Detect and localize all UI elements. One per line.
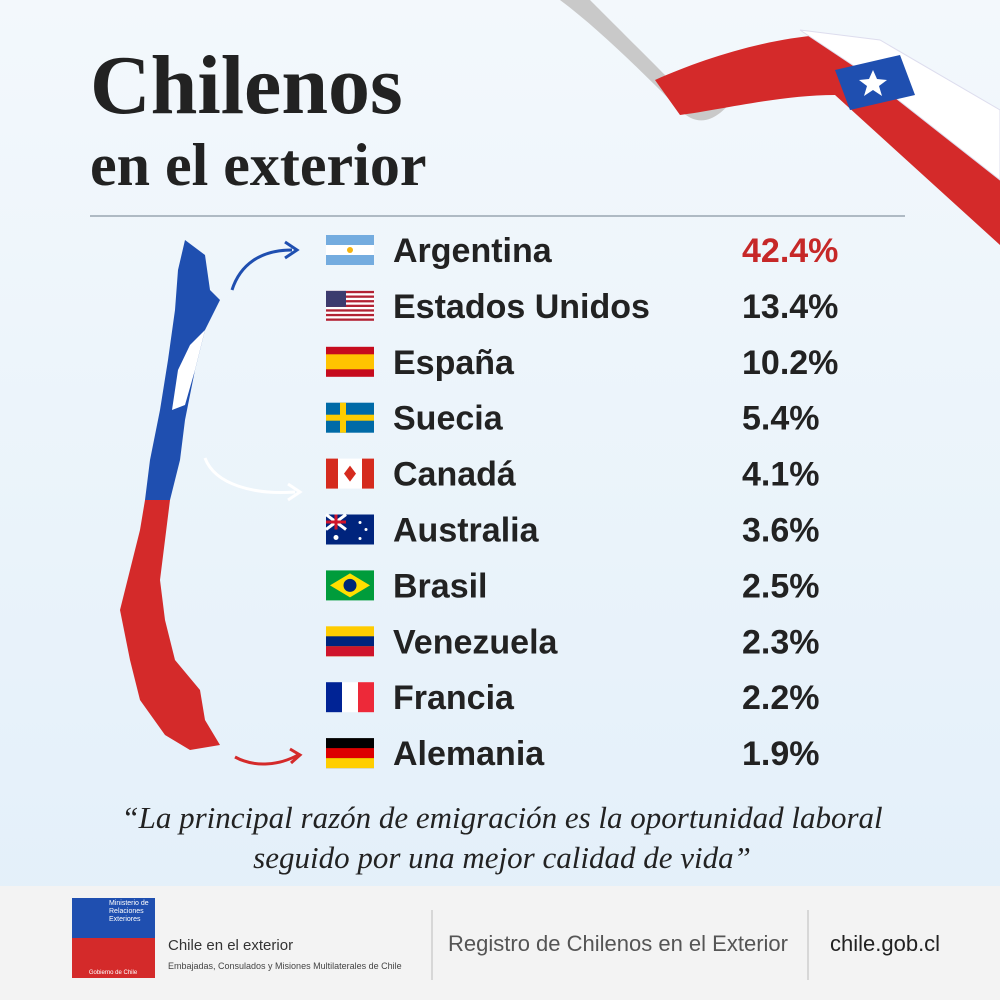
site: chile.gob.cl <box>830 931 940 956</box>
country-name: Alemania <box>393 735 545 773</box>
footer <box>0 886 1000 1000</box>
logo-text: Exteriores <box>109 916 141 923</box>
country-name: Francia <box>393 679 515 717</box>
percentage: 13.4% <box>742 288 838 326</box>
flag <box>326 738 374 769</box>
subtitle: en el exterior <box>90 132 426 198</box>
country-name: España <box>393 344 515 382</box>
flag <box>326 626 374 657</box>
percentage: 42.4% <box>742 232 838 270</box>
country-row: Alemania 1.9% <box>326 735 820 773</box>
country-name: Suecia <box>393 400 504 438</box>
flag-part <box>326 636 374 647</box>
ribbon <box>560 0 1000 245</box>
logo-text: Gobierno de Chile <box>89 970 138 976</box>
country-row: Estados Unidos 13.4% <box>326 288 838 326</box>
percentage: 3.6% <box>742 512 820 550</box>
country-name: Venezuela <box>393 623 559 661</box>
quote-line: seguido por una mejor calidad de vida” <box>253 840 751 875</box>
flag-part <box>326 318 374 321</box>
flag-part <box>326 514 346 530</box>
country-name: Canadá <box>393 456 516 494</box>
flag <box>326 402 374 433</box>
flag-part <box>326 290 346 307</box>
country-row: Suecia 5.4% <box>326 400 820 438</box>
country-row: Argentina 42.4% <box>326 232 838 270</box>
flag-part <box>358 682 374 713</box>
percentage: 2.3% <box>742 623 820 661</box>
brand-sub: Embajadas, Consulados y Misiones Multila… <box>168 961 402 971</box>
registry: Registro de Chilenos en el Exterior <box>448 931 788 956</box>
flag-part <box>326 309 374 312</box>
arrows <box>203 240 303 766</box>
percentage: 2.2% <box>742 679 820 717</box>
quote-line: “La principal razón de emigración es la … <box>121 800 882 835</box>
chile-map <box>120 240 220 750</box>
flag-part <box>326 354 374 370</box>
title: Chilenos <box>90 39 403 132</box>
country-row: España 10.2% <box>326 344 838 382</box>
flag-part <box>344 465 356 482</box>
flag-part <box>326 304 374 307</box>
flag-part <box>364 528 368 531</box>
percentage: 2.5% <box>742 567 820 605</box>
flag-part <box>358 537 362 540</box>
country-row: Brasil 2.5% <box>326 567 820 605</box>
flag-part <box>326 646 374 657</box>
percentage: 5.4% <box>742 400 820 438</box>
flag-part <box>358 521 362 524</box>
flag-part <box>326 682 342 713</box>
flag <box>326 235 374 265</box>
country-name: Australia <box>393 512 540 550</box>
flag-part <box>326 300 374 303</box>
flag-part <box>326 414 374 421</box>
logo-text: Ministerio de <box>109 900 149 907</box>
country-list: Argentina 42.4% Estados Unidos 13.4% España 1… <box>325 232 838 773</box>
flag-part <box>326 758 374 769</box>
country-row: Canadá 4.1% <box>326 456 820 494</box>
flag-part <box>326 290 374 294</box>
country-row: Francia 2.2% <box>326 679 820 717</box>
country-row: Venezuela 2.3% <box>326 623 820 661</box>
country-name: Brasil <box>393 567 488 605</box>
flag <box>326 346 374 377</box>
country-row: Australia 3.6% <box>325 512 820 550</box>
percentage: 10.2% <box>742 344 838 382</box>
flag <box>326 458 374 489</box>
flag-part <box>326 295 374 298</box>
flag-part <box>343 578 357 592</box>
flag-part <box>326 458 338 489</box>
flag <box>326 682 374 713</box>
flag <box>325 513 374 545</box>
flag <box>326 570 374 601</box>
percentage: 4.1% <box>742 456 820 494</box>
flag-part <box>326 313 374 317</box>
flag-part <box>326 748 374 759</box>
flag-part <box>333 535 339 540</box>
country-name: Estados Unidos <box>393 288 650 326</box>
country-name: Argentina <box>393 232 553 270</box>
logo: Ministerio de Relaciones Exteriores Gobi… <box>72 898 155 978</box>
flag <box>326 290 374 321</box>
logo-text: Relaciones <box>109 908 144 915</box>
flag-part <box>347 247 353 253</box>
brand: Chile en el exterior <box>168 937 293 954</box>
percentage: 1.9% <box>742 735 820 773</box>
flag-part <box>362 458 374 489</box>
